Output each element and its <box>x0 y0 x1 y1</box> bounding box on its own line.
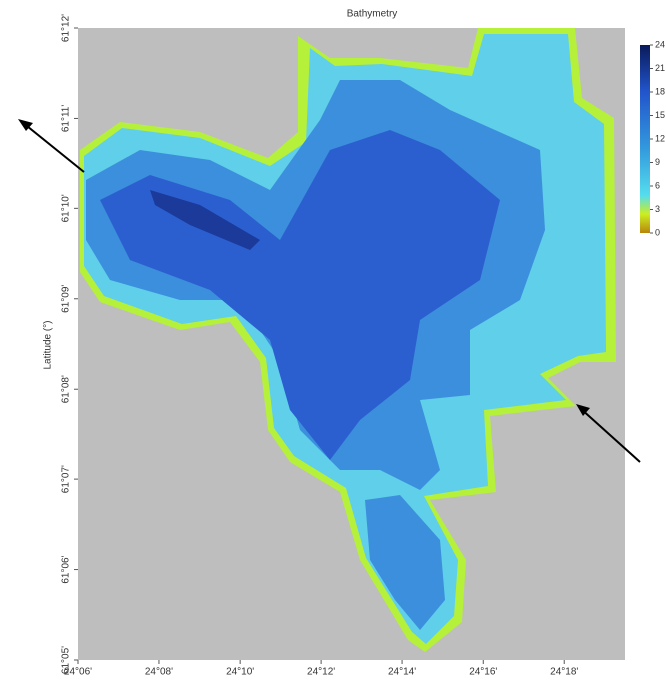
colorbar-tick-label: 9 <box>655 157 660 167</box>
colorbar-tick-label: 18 <box>655 86 665 96</box>
colorbar-tick-label: 21 <box>655 63 665 73</box>
colorbar-tick-label: 6 <box>655 180 660 190</box>
y-tick-label: 61°08' <box>61 375 72 403</box>
x-tick-label: 24°08' <box>145 667 173 678</box>
colorbar-tick-label: 15 <box>655 110 665 120</box>
y-tick-label: 61°12' <box>61 14 72 42</box>
x-tick-label: 24°16' <box>469 667 497 678</box>
colorbar-tick-label: 3 <box>655 204 660 214</box>
arrow <box>579 407 641 463</box>
map-title: Bathymetry <box>347 9 398 20</box>
arrow <box>21 121 85 173</box>
y-tick-label: 61°07' <box>61 465 72 493</box>
arrowhead <box>18 119 33 131</box>
x-tick-label: 24°12' <box>307 667 335 678</box>
y-axis-label: Latitude (°) <box>43 320 54 369</box>
colorbar <box>640 45 650 233</box>
colorbar-tick-label: 12 <box>655 133 665 143</box>
y-tick-label: 61°11' <box>61 105 72 133</box>
lake-deepest <box>150 190 260 250</box>
x-tick-label: 24°14' <box>388 667 416 678</box>
arrowhead <box>576 404 590 416</box>
x-tick-label: 24°18' <box>550 667 578 678</box>
y-tick-label: 61°09' <box>61 285 72 313</box>
y-tick-label: 61°05' <box>61 646 72 674</box>
colorbar-tick-label: 0 <box>655 227 660 237</box>
y-tick-label: 61°06' <box>61 555 72 583</box>
y-tick-label: 61°10' <box>61 194 72 222</box>
x-tick-label: 24°06' <box>64 667 92 678</box>
x-tick-label: 24°10' <box>226 667 254 678</box>
lake-south-basin <box>365 495 445 630</box>
colorbar-tick-label: 24 <box>655 39 665 49</box>
